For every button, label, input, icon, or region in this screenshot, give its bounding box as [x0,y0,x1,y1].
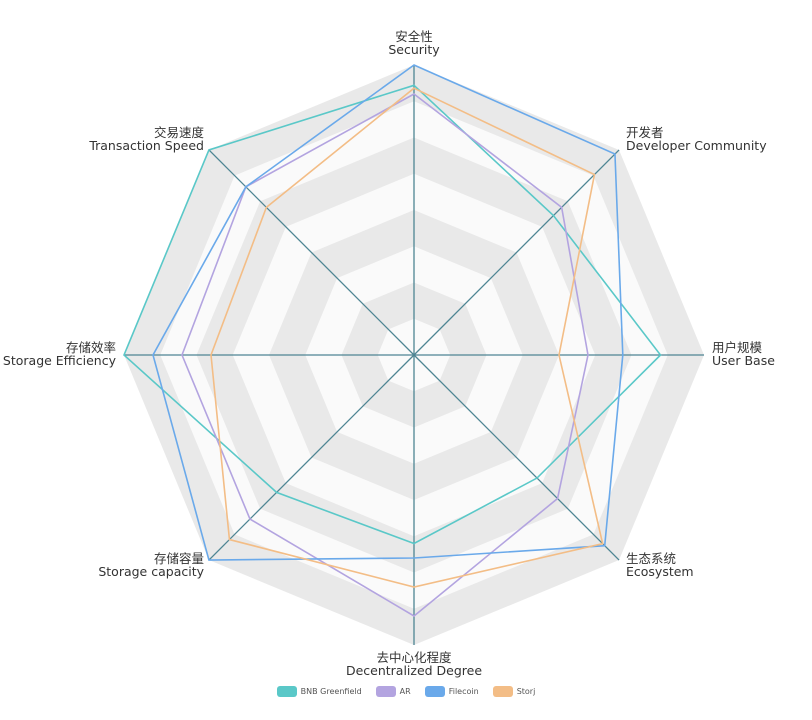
axis-line-1 [413,149,620,356]
axis-label-cn-1: 开发者 [626,125,664,140]
legend-item-bnb[interactable]: BNB Greenfield [276,686,362,697]
axis-label-cn-5: 存储容量 [154,551,204,566]
legend-label-ar: AR [399,687,411,696]
axis-label-cn-0: 安全性 [395,29,433,44]
legend-swatch-storj [492,686,513,697]
axis-label-en-7: Transaction Speed [88,138,204,153]
axis-label-cn-2: 用户规模 [712,340,763,355]
legend-item-storj[interactable]: Storj [492,686,536,697]
legend-label-filecoin: Filecoin [448,687,479,696]
series-polygon-0 [123,84,662,545]
series-polygon-3 [210,87,604,588]
axis-label-cn-6: 存储效率 [66,340,116,355]
axis-line-5 [208,354,415,561]
axis-label-cn-3: 生态系统 [626,551,676,566]
axis-label-en-0: Security [388,42,440,57]
legend-label-bnb: BNB Greenfield [300,687,362,696]
legend: BNB Greenfield AR Filecoin Storj [0,686,812,697]
legend-item-filecoin[interactable]: Filecoin [424,686,479,697]
axis-line-3 [413,354,620,561]
legend-swatch-bnb [276,686,297,697]
legend-label-storj: Storj [516,687,536,696]
series-polygon-2 [152,64,624,561]
axis-label-en-2: User Base [712,353,775,368]
axis-label-en-5: Storage capacity [98,564,204,579]
legend-item-ar[interactable]: AR [375,686,411,697]
axis-label-en-1: Developer Community [626,138,767,153]
axis-label-cn-4: 去中心化程度 [376,650,452,665]
axis-label-en-3: Ecosystem [626,564,694,579]
legend-swatch-ar [375,686,396,697]
axis-label-cn-7: 交易速度 [154,125,205,140]
series-polygon-1 [181,93,589,617]
axis-line-7 [208,149,415,356]
axis-label-en-6: Storage Efficiency [3,353,117,368]
axis-label-en-4: Decentralized Degree [346,663,482,678]
legend-swatch-filecoin [424,686,445,697]
